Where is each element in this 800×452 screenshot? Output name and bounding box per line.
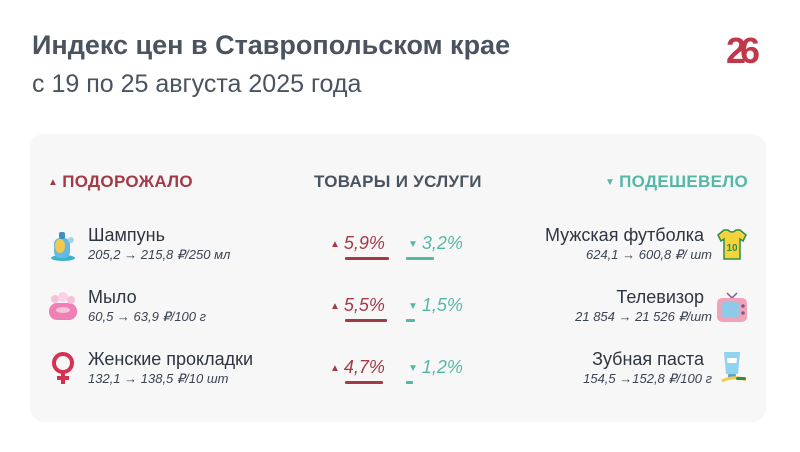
decrease-value: 1,5% [421,295,463,315]
price-card [30,134,766,422]
decrease-percent: ▼ 1,2% [408,357,463,377]
increase-value: 4,7% [343,357,385,377]
product-price-change: 60,5 → 63,9 ₽/100 г [88,309,207,324]
svg-text:10: 10 [726,243,738,254]
increase-percent: ▲ 5,9% [330,233,385,253]
decrease-bar [406,257,434,260]
product-price-change: 154,5 →152,8 ₽/100 г [583,371,712,386]
decrease-value: 1,2% [421,357,463,377]
column-header-up-label: ПОДОРОЖАЛО [62,172,193,191]
female-sign-icon [52,352,74,384]
column-header-down: ▼ ПОДЕШЕВЕЛО [604,172,748,191]
brand-logo: 26 [726,30,765,70]
price-row-1: Шампунь 205,2 → 215,8 ₽/250 мл ▲ 5,9% ▼ 3,… [0,222,800,272]
decrease-percent: ▼ 1,5% [408,295,463,315]
column-header-goods: ТОВАРЫ И УСЛУГИ [314,172,482,191]
increase-bar [345,257,389,260]
decrease-bar [406,319,415,322]
product-name: Шампунь [88,225,165,245]
increase-value: 5,5% [343,295,385,315]
decrease-bar [406,381,413,384]
increase-bar [345,381,383,384]
increase-value: 5,9% [343,233,385,253]
product-price-change: 624,1 → 600,8 ₽/ шт [585,247,712,262]
logo-text: 26 [726,30,759,70]
product-name: Зубная паста [592,349,704,369]
toothpaste-icon [721,352,747,383]
column-header-up: ▲ ПОДОРОЖАЛО [48,172,193,191]
increase-percent: ▲ 4,7% [330,357,385,377]
price-row-3: Женские прокладки 132,1 → 138,5 ₽/10 шт … [0,346,800,396]
soap-icon [49,292,77,320]
column-header-down-label: ПОДЕШЕВЕЛО [619,172,748,191]
product-price-change: 21 854 → 21 526 ₽/шт [575,309,712,324]
product-name: Женские прокладки [88,349,254,369]
increase-bar [345,319,387,322]
product-price-change: 132,1 → 138,5 ₽/10 шт [88,371,229,386]
tv-icon [717,292,747,322]
product-price-change: 205,2 → 215,8 ₽/250 мл [88,247,231,262]
product-name: Телевизор [616,287,704,307]
price-row-2: Мыло 60,5 → 63,9 ₽/100 г ▲ 5,5% ▼ 1,5% Тел… [0,284,800,334]
tshirt-icon: 10 [717,229,747,260]
page-subtitle: с 19 по 25 августа 2025 года [32,70,362,98]
product-name: Мужская футболка [544,225,704,245]
page-title: Индекс цен в Ставропольском крае [32,30,511,60]
product-name: Мыло [88,287,137,307]
decrease-value: 3,2% [421,233,463,253]
decrease-percent: ▼ 3,2% [408,233,463,253]
shampoo-icon [51,232,75,261]
increase-percent: ▲ 5,5% [330,295,385,315]
